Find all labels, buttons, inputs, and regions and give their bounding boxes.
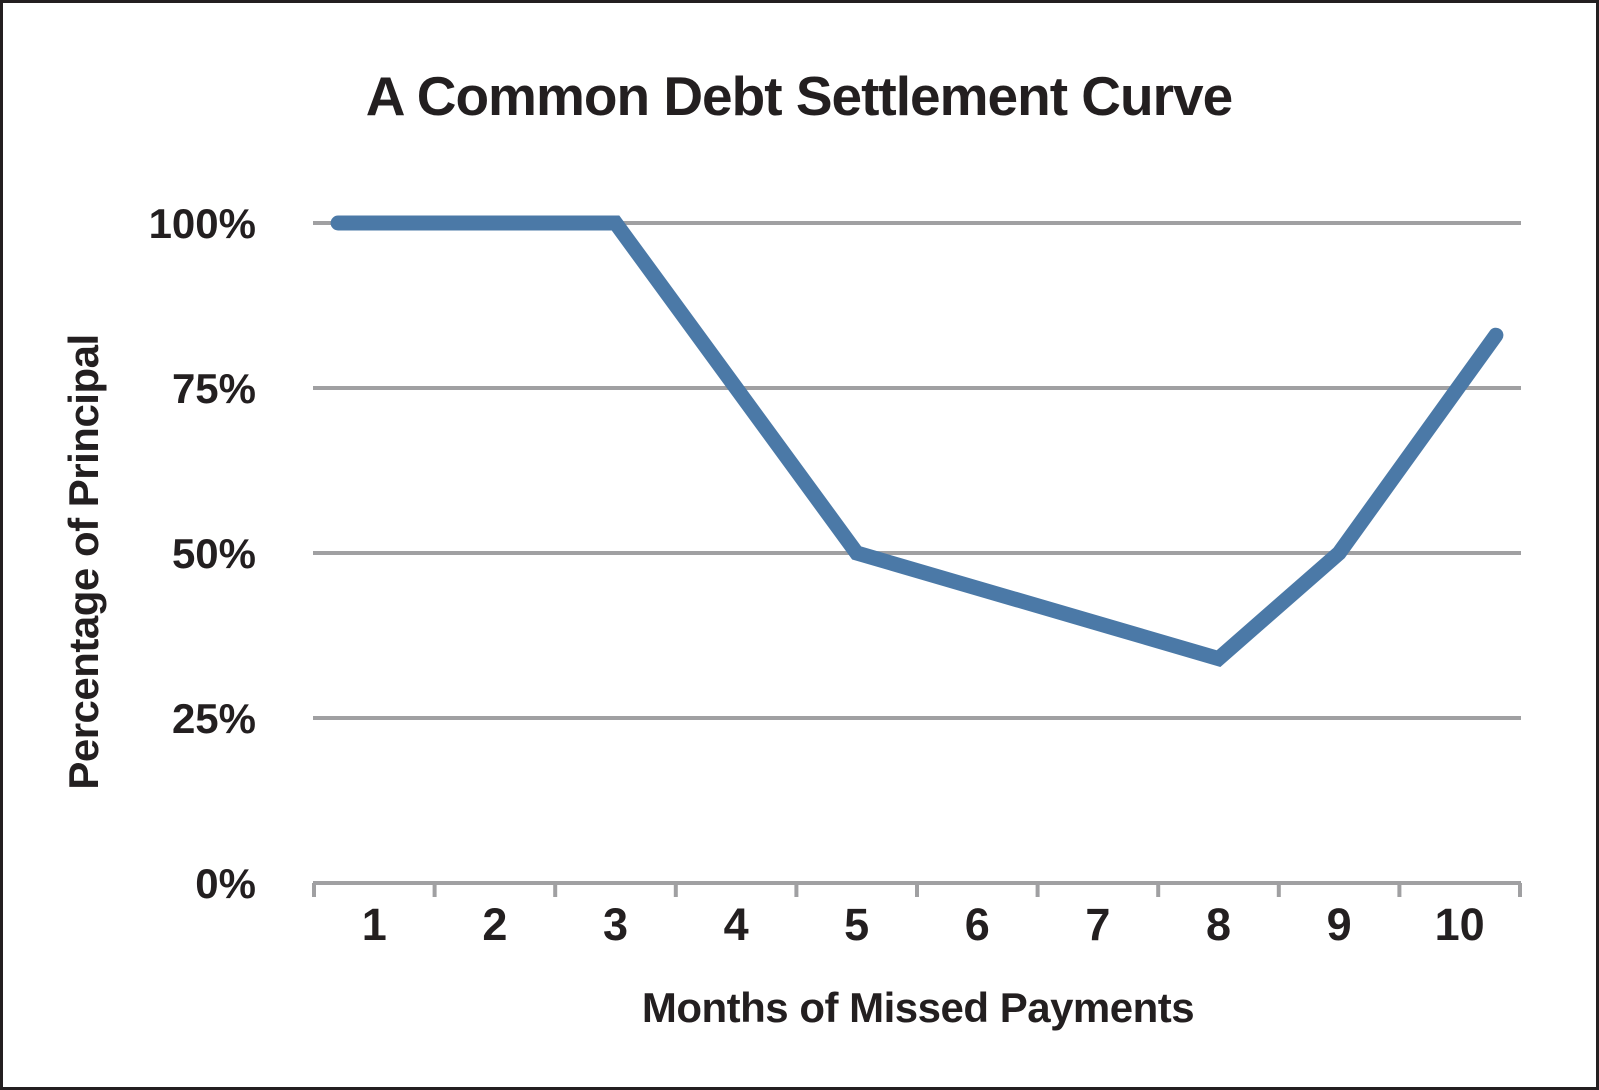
x-tick-label: 10	[1435, 899, 1485, 950]
y-axis-title: Percentage of Principal	[60, 334, 107, 789]
x-tick-label: 1	[362, 899, 387, 950]
y-tick-label: 100%	[149, 200, 256, 247]
y-tick-label: 0%	[195, 860, 256, 907]
x-tick-label: 9	[1327, 899, 1352, 950]
x-tick-label: 5	[844, 899, 869, 950]
x-tick-label: 7	[1085, 899, 1110, 950]
chart-title: A Common Debt Settlement Curve	[366, 65, 1232, 127]
x-axis-title: Months of Missed Payments	[642, 984, 1194, 1031]
x-tick-label: 4	[724, 899, 749, 950]
x-tick-label: 2	[482, 899, 507, 950]
x-axis	[312, 881, 1522, 897]
x-tick-label: 8	[1206, 899, 1231, 950]
x-tick-label: 6	[965, 899, 990, 950]
x-axis-tick-labels: 1 2 3 4 5 6 7 8 9 10	[362, 899, 1485, 950]
gridlines	[313, 221, 1521, 720]
series-line-settlement-percentage-curve	[330, 215, 1504, 667]
y-tick-label: 75%	[172, 365, 256, 412]
x-tick-label: 3	[603, 899, 628, 950]
y-tick-label: 50%	[172, 530, 256, 577]
y-axis-tick-labels: 100% 75% 50% 25% 0%	[149, 200, 256, 907]
line-series	[330, 215, 1504, 667]
y-tick-label: 25%	[172, 695, 256, 742]
